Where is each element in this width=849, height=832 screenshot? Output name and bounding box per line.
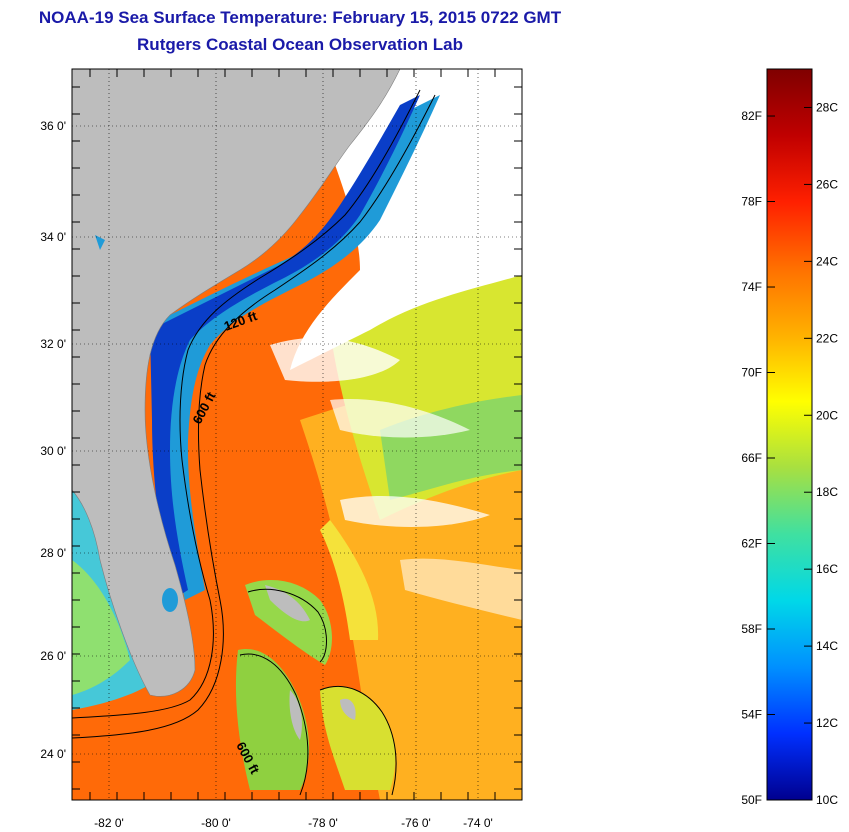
longitude-labels: -82 0' -80 0' -78 0' -76 0' -74 0': [94, 816, 493, 830]
contour-600ft: [72, 94, 436, 739]
latitude-label: 24 0': [40, 747, 66, 761]
colorbar-label-c: 22C: [816, 331, 838, 345]
latitude-label: 36 0': [40, 119, 66, 133]
cloud-streak-1: [330, 399, 470, 438]
longitude-label: -74 0': [463, 816, 493, 830]
colorbar-label-f: 66F: [741, 451, 762, 465]
colorbar-label-c: 20C: [816, 408, 838, 422]
land-andros: [289, 690, 302, 740]
map-title: NOAA-19 Sea Surface Temperature: Februar…: [38, 8, 562, 27]
colorbar-label-f: 82F: [741, 109, 762, 123]
longitude-label: -76 0': [401, 816, 431, 830]
colorbar-label-f: 70F: [741, 366, 762, 380]
colorbar-label-f: 74F: [741, 280, 762, 294]
little-bahama-bank: [245, 580, 332, 665]
map-subtitle: Rutgers Coastal Ocean Observation Lab: [137, 35, 463, 54]
cloud-patch: [270, 337, 400, 382]
colorbar-label-c: 10C: [816, 793, 838, 807]
cloud-streak-3: [400, 558, 522, 620]
colorbar: [766, 68, 813, 801]
colorbar-fahrenheit-labels: 82F 78F 74F 70F 66F 62F 58F 54F 50F: [741, 109, 762, 807]
cool-shelf-water: [160, 95, 440, 600]
colorbar-label-c: 14C: [816, 639, 838, 653]
colorbar-label-c: 28C: [816, 100, 838, 114]
colorbar-label-c: 18C: [816, 485, 838, 499]
colorbar-label-c: 26C: [816, 177, 838, 191]
colorbar-celsius-labels: 28C 26C 24C 22C 20C 18C 16C 14C 12C 10C: [816, 100, 838, 807]
yellow-eddy: [320, 520, 379, 640]
land-southeast-us: [72, 69, 401, 697]
map-area: [72, 69, 522, 800]
colorbar-label-c: 16C: [816, 562, 838, 576]
colorbar-label-f: 58F: [741, 622, 762, 636]
contour-east-bank: [319, 685, 397, 796]
florida-shallows: [72, 560, 130, 695]
latitude-label: 34 0': [40, 230, 66, 244]
land-grand-bahama: [265, 585, 310, 622]
colorbar-ticks: [767, 106, 812, 801]
cold-coastal-water: [150, 95, 420, 600]
map-frame: [71, 68, 523, 801]
longitude-label: -78 0': [308, 816, 338, 830]
contour-bahama-bank: [247, 588, 327, 663]
colorbar-label-f: 78F: [741, 195, 762, 209]
cloud-streak-2: [340, 495, 490, 527]
latitude-label: 30 0': [40, 444, 66, 458]
latitude-labels: 36 0' 34 0' 32 0' 30 0' 28 0' 26 0' 24 0': [40, 119, 66, 761]
colorbar-label-c: 24C: [816, 254, 838, 268]
contour-120ft: [72, 89, 421, 719]
map-grid: [72, 69, 522, 800]
contour-great-bank: [239, 653, 309, 796]
latitude-label: 26 0': [40, 649, 66, 663]
longitude-label: -82 0': [94, 816, 124, 830]
longitude-label: -80 0': [201, 816, 231, 830]
colorbar-label-c: 12C: [816, 716, 838, 730]
colorbar-label-f: 54F: [741, 708, 762, 722]
lake-okeechobee: [162, 588, 178, 612]
colorbar-label-f: 62F: [741, 537, 762, 551]
inland-lake: [95, 235, 105, 250]
latitude-label: 28 0': [40, 546, 66, 560]
land-eleuthera: [340, 698, 356, 720]
latitude-label: 32 0': [40, 337, 66, 351]
great-bahama-bank-east: [320, 686, 396, 790]
colorbar-label-f: 50F: [741, 793, 762, 807]
